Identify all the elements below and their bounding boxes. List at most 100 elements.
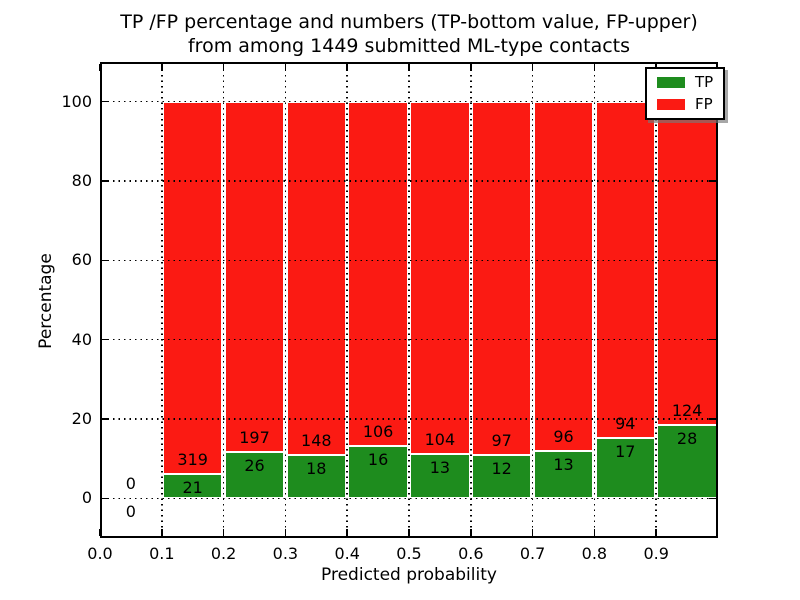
bar-fp-0.2 (224, 101, 285, 453)
tick-y-left-100 (102, 100, 109, 103)
bar-label-fp-count-0.3: 148 (301, 431, 332, 451)
bar-label-fp-count-0.9: 124 (671, 401, 703, 421)
bar-fp-0.3 (286, 101, 346, 456)
tick-x-bottom-0.5 (408, 529, 410, 536)
bar-label-tp-count-0.4: 16 (367, 450, 389, 470)
tick-x-bottom-0.4 (346, 529, 348, 536)
tick-x-bottom-0.9 (655, 529, 657, 536)
tick-x-top-0.3 (284, 64, 287, 71)
bar-tp-0.7 (533, 451, 594, 499)
y-tick-label-100: 100 (61, 91, 92, 111)
legend-label-fp: FP (695, 95, 713, 113)
bar-tp-0.4 (348, 446, 408, 499)
tick-y-left-0 (102, 497, 109, 500)
tick-x-top-0.4 (346, 64, 348, 71)
bar-label-tp-count-0.8: 17 (615, 441, 636, 461)
bar-tp-0.8 (595, 437, 655, 499)
tick-y-left-80 (102, 180, 109, 182)
bar-fp-0.4 (348, 101, 408, 447)
y-tick-label-0: 0 (81, 488, 92, 508)
tick-y-right-80 (709, 180, 716, 182)
gridline-v-0.5 (408, 64, 410, 536)
tick-x-bottom-0.7 (531, 529, 534, 536)
x-axis-label: Predicted probability (321, 565, 497, 585)
x-tick-label-0.8: 0.8 (581, 544, 608, 563)
y-tick-label-80: 80 (71, 171, 92, 190)
tick-x-top-0.0 (99, 64, 101, 71)
tick-x-bottom-0.6 (470, 529, 472, 536)
bar-tp-0.5 (410, 454, 470, 499)
bar-label-tp-count-0.2: 26 (244, 456, 265, 476)
bar-fp-0.8 (595, 101, 655, 438)
tick-x-top-0.7 (531, 64, 534, 71)
gridline-v-0.6 (470, 64, 472, 536)
legend-swatch-fp (657, 99, 685, 110)
tick-y-right-40 (709, 338, 716, 341)
x-tick-label-0.7: 0.7 (519, 544, 546, 563)
y-tick-label-60: 60 (71, 250, 92, 270)
tick-x-top-0.5 (408, 64, 410, 71)
y-axis-label: Percentage (36, 253, 56, 349)
tick-y-right-60 (709, 259, 716, 262)
tick-x-top-0.2 (222, 64, 225, 71)
x-tick-label-0.5: 0.5 (396, 544, 422, 563)
tick-x-top-0.6 (470, 64, 472, 71)
tick-x-bottom-0.2 (222, 529, 225, 536)
bar-label-fp-count-0.6: 97 (491, 430, 512, 450)
legend-label-tp: TP (695, 73, 714, 91)
tick-x-bottom-0.8 (593, 529, 596, 536)
bar-tp-0.1 (163, 473, 223, 499)
legend: TP FP (645, 67, 726, 120)
bar-label-fp-count-0.2: 197 (239, 428, 270, 448)
bar-label-fp-count-0.1: 319 (177, 449, 208, 469)
tick-y-right-0 (709, 497, 716, 500)
bar-fp-0.5 (410, 101, 470, 455)
tick-y-right-20 (709, 418, 716, 420)
chart-title-line1: TP /FP percentage and numbers (TP-bottom… (120, 11, 698, 33)
bar-label-tp-count-0.3: 18 (306, 459, 327, 479)
bar-label-fp-count-0.7: 96 (553, 427, 574, 446)
x-tick-label-0.0: 0.0 (87, 544, 113, 563)
bar-label-tp-count-0.9: 28 (676, 429, 698, 449)
tick-y-left-60 (102, 259, 109, 262)
bar-label-fp-count-0: 0 (125, 474, 136, 494)
tick-x-bottom-0.0 (99, 529, 101, 536)
tick-x-bottom-0.1 (161, 529, 163, 536)
bar-tp-0.9 (657, 425, 717, 499)
tick-x-top-0.1 (161, 64, 163, 71)
gridline-v-0.1 (161, 64, 163, 536)
tick-x-bottom-0.3 (284, 529, 287, 536)
legend-entry-tp: TP (657, 75, 713, 90)
gridline-v-0.9 (655, 64, 657, 536)
bar-label-tp-count-0.6: 12 (491, 458, 512, 478)
legend-entry-fp: FP (657, 97, 713, 112)
bar-tp-0.6 (472, 454, 532, 499)
chart-title: TP /FP percentage and numbers (TP-bottom… (100, 10, 718, 58)
bar-label-tp-count-0.7: 13 (553, 455, 574, 474)
chart-title-line2: from among 1449 submitted ML-type contac… (187, 35, 631, 57)
gridline-v-0.3 (284, 64, 287, 536)
x-tick-label-0.2: 0.2 (210, 544, 237, 563)
bar-label-fp-count-0.8: 94 (615, 413, 636, 433)
bar-fp-0.6 (472, 101, 532, 455)
x-tick-label-0.1: 0.1 (149, 544, 175, 563)
bar-fp-0.1 (163, 101, 223, 474)
y-tick-label-40: 40 (71, 329, 92, 349)
gridline-v-0.8 (593, 64, 596, 536)
gridline-v-0.4 (346, 64, 348, 536)
x-tick-label-0.9: 0.9 (643, 544, 669, 563)
tick-x-top-0.8 (593, 64, 596, 71)
bar-label-tp-count-0.5: 13 (429, 458, 451, 478)
bar-fp-0.7 (533, 101, 594, 451)
gridline-v-0.7 (531, 64, 534, 536)
bar-label-fp-count-0.5: 104 (424, 430, 456, 450)
bar-label-tp-count-0.1: 21 (182, 477, 203, 497)
bar-label-tp-count-0: 0 (125, 502, 136, 522)
x-tick-label-0.6: 0.6 (458, 544, 484, 563)
y-tick-label-20: 20 (71, 409, 92, 428)
tick-y-left-40 (102, 338, 109, 341)
bar-fp-0.9 (657, 101, 717, 426)
x-tick-label-0.4: 0.4 (334, 544, 360, 563)
bar-label-fp-count-0.4: 106 (362, 422, 394, 442)
